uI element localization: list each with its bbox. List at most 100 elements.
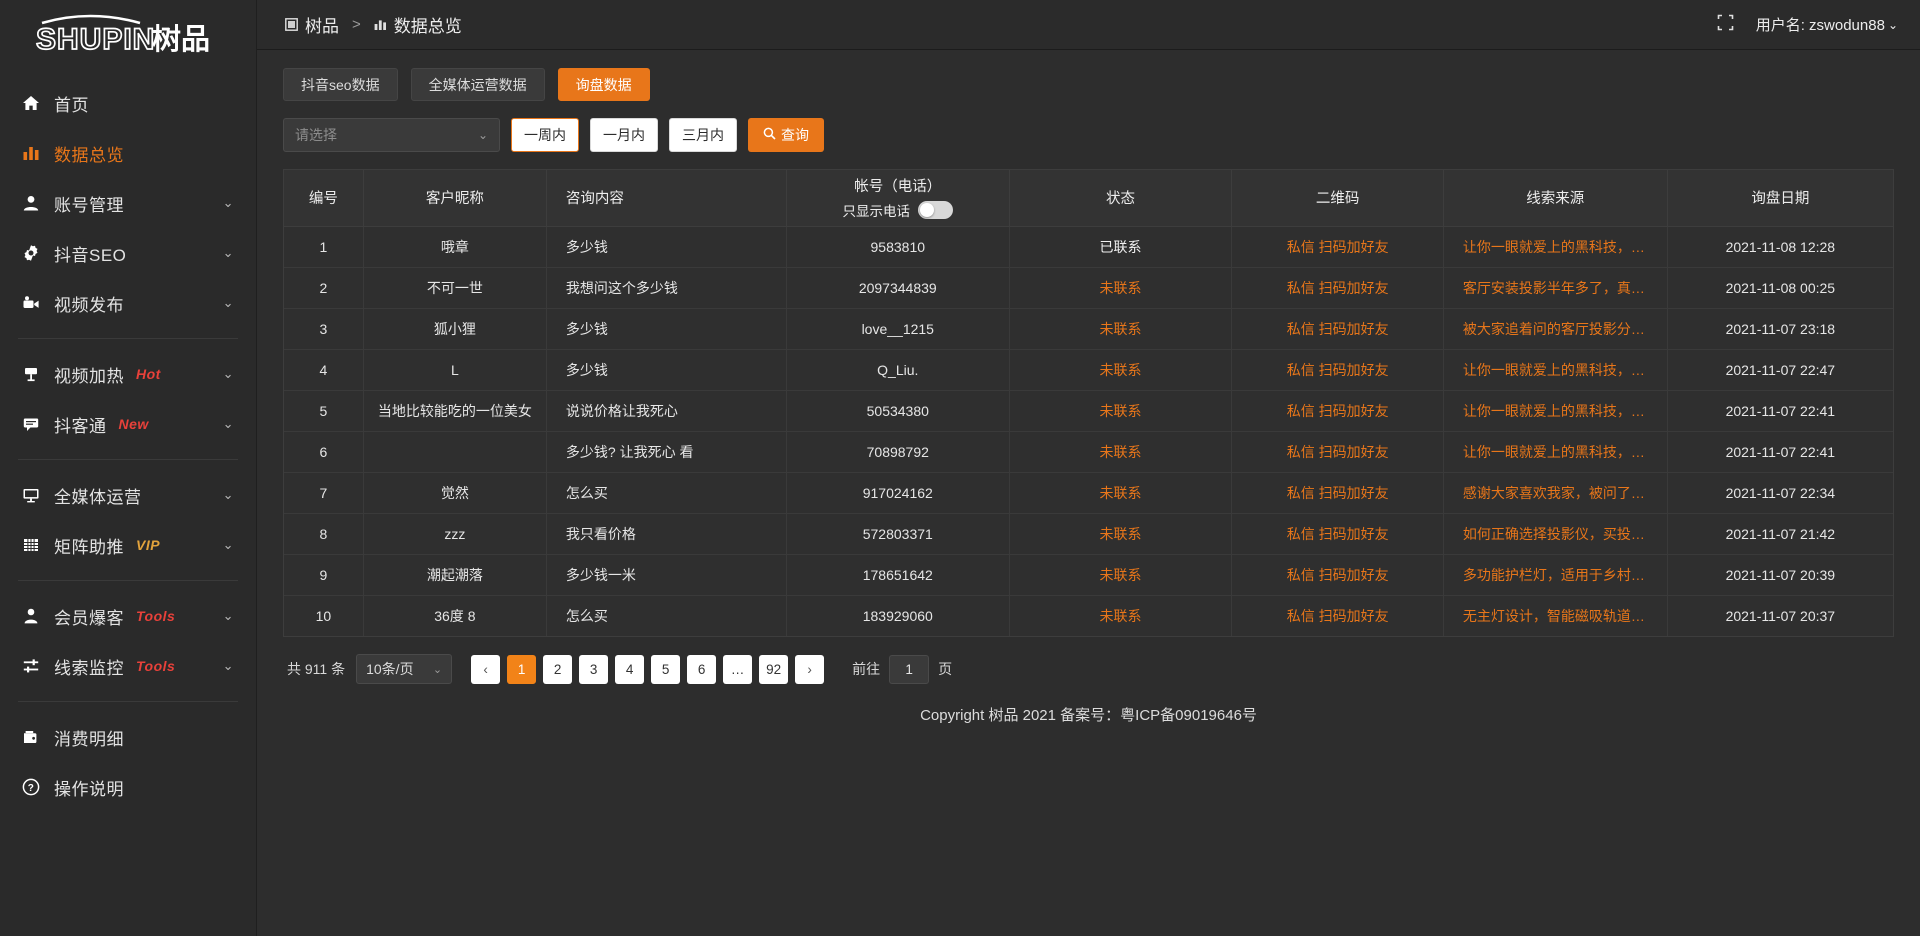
sidebar-item-instructions[interactable]: ? 操作说明 [0, 762, 256, 812]
page-ellipsis[interactable]: … [723, 654, 753, 684]
cell-qrcode[interactable]: 私信 扫码加好友 [1231, 349, 1444, 391]
search-icon [763, 127, 776, 143]
chevron-down-icon: ⌄ [222, 608, 234, 623]
page-button-1[interactable]: 1 [507, 654, 537, 684]
page-size-select[interactable]: 10条/页 ⌄ [356, 654, 453, 684]
cell-nickname: 36度 8 [363, 595, 547, 636]
cell-nickname: 当地比较能吃的一位美女 [363, 390, 547, 432]
cell-id: 10 [284, 595, 364, 636]
chevron-right-icon[interactable]: › [795, 654, 825, 684]
sidebar-item-lead-monitor[interactable]: 线索监控 Tools ⌄ [0, 641, 256, 691]
person-icon [20, 605, 42, 627]
cell-qrcode[interactable]: 私信 扫码加好友 [1231, 226, 1444, 268]
sidebar-divider [18, 580, 238, 581]
cell-qrcode[interactable]: 私信 扫码加好友 [1231, 267, 1444, 309]
sidebar-item-badge: Hot [136, 366, 161, 382]
sidebar-item-account-mgmt[interactable]: 账号管理 ⌄ [0, 178, 256, 228]
sidebar-item-home[interactable]: 首页 [0, 78, 256, 128]
cell-content: 多少钱 [546, 308, 787, 350]
chevron-down-icon: ⌄ [477, 128, 488, 142]
sidebar-item-label: 抖音SEO [54, 245, 127, 265]
chevron-down-icon: ⌄ [222, 366, 234, 381]
breadcrumb-root[interactable]: 树品 [285, 12, 339, 37]
tab-omnimedia-data[interactable]: 全媒体运营数据 [410, 68, 545, 101]
th-source: 线索来源 [1443, 170, 1668, 227]
th-date: 询盘日期 [1667, 170, 1893, 227]
fullscreen-icon[interactable] [1717, 14, 1734, 36]
cell-status: 未联系 [1009, 349, 1233, 391]
sidebar-item-badge: Tools [136, 608, 176, 624]
range-one-month-button[interactable]: 一月内 [590, 118, 658, 152]
chevron-down-icon: ⌄ [222, 658, 234, 673]
sidebar-item-video-publish[interactable]: 视频发布 ⌄ [0, 278, 256, 328]
cell-source[interactable]: 让你一眼就爱上的黑科技，能… [1443, 390, 1668, 432]
cell-qrcode[interactable]: 私信 扫码加好友 [1231, 472, 1444, 514]
rocket-icon [20, 363, 42, 385]
chevron-left-icon[interactable]: ‹ [471, 654, 501, 684]
sidebar-item-omnimedia[interactable]: 全媒体运营 ⌄ [0, 470, 256, 520]
main-area: 树品 > 数据总览 用户名: zswodun88 ⌄ [257, 0, 1920, 936]
page-button-5[interactable]: 5 [651, 654, 681, 684]
cell-id: 1 [284, 226, 364, 268]
cell-account: 178651642 [786, 554, 1010, 596]
sidebar-item-consumption[interactable]: 消费明细 [0, 712, 256, 762]
sidebar-item-douyin-seo[interactable]: 抖音SEO ⌄ [0, 228, 256, 278]
cell-source[interactable]: 让你一眼就爱上的黑科技，能… [1443, 349, 1668, 391]
sidebar-item-video-boost[interactable]: 视频加热 Hot ⌄ [0, 349, 256, 399]
query-button[interactable]: 查询 [748, 118, 824, 152]
table-row: 6 多少钱? 让我死心 看 70898792 未联系 私信 扫码加好友 让你一眼就爱上的黑… [284, 431, 1893, 473]
cell-date: 2021-11-07 20:39 [1667, 554, 1893, 596]
cell-id: 4 [284, 349, 364, 391]
cell-status: 未联系 [1009, 390, 1233, 432]
footer: Copyright 树品 2021 备案号：粤ICP备09019646号 [283, 684, 1894, 744]
brand-logo[interactable]: SHUPIN 树品 [0, 0, 256, 62]
sidebar-item-douketong[interactable]: 抖客通 New ⌄ [0, 399, 256, 449]
cell-source[interactable]: 被大家追着问的客厅投影分享… [1443, 308, 1668, 350]
range-three-month-button[interactable]: 三月内 [669, 118, 737, 152]
range-one-week-button[interactable]: 一周内 [511, 118, 579, 152]
user-name-label: 用户名: zswodun88 [1755, 17, 1885, 34]
page-button-2[interactable]: 2 [543, 654, 573, 684]
page-button-3[interactable]: 3 [579, 654, 609, 684]
cell-source[interactable]: 让你一眼就爱上的黑科技，能… [1443, 431, 1668, 473]
sidebar-item-member-boom[interactable]: 会员爆客 Tools ⌄ [0, 591, 256, 641]
cell-source[interactable]: 多功能护栏灯，适用于乡村文… [1443, 554, 1668, 596]
chevron-down-icon: ⌄ [432, 663, 443, 676]
cell-qrcode[interactable]: 私信 扫码加好友 [1231, 431, 1444, 473]
tab-inquiry-data[interactable]: 询盘数据 [557, 68, 650, 101]
cell-date: 2021-11-08 12:28 [1667, 226, 1893, 268]
video-camera-icon [20, 292, 42, 314]
cell-source[interactable]: 客厅安装投影半年多了，真实… [1443, 267, 1668, 309]
account-select[interactable]: 请选择 ⌄ [283, 118, 500, 152]
cell-account: 9583810 [786, 226, 1010, 268]
cell-qrcode[interactable]: 私信 扫码加好友 [1231, 308, 1444, 350]
cell-account: 2097344839 [786, 267, 1010, 309]
cell-source[interactable]: 感谢大家喜欢我家，被问了好… [1443, 472, 1668, 514]
cell-source[interactable]: 无主灯设计，智能磁吸轨道灯… [1443, 595, 1668, 636]
cell-source[interactable]: 让你一眼就爱上的黑科技，能… [1443, 226, 1668, 268]
sidebar-item-matrix-boost[interactable]: 矩阵助推 VIP ⌄ [0, 520, 256, 570]
cell-id: 3 [284, 308, 364, 350]
table-row: 4 L 多少钱 Q_Liu. 未联系 私信 扫码加好友 让你一眼就爱上的黑科技，能… 2021… [284, 349, 1893, 391]
goto-input[interactable]: 1 [889, 654, 930, 684]
cell-qrcode[interactable]: 私信 扫码加好友 [1231, 595, 1444, 636]
user-menu[interactable]: 用户名: zswodun88 ⌄ [1756, 14, 1898, 35]
cell-nickname: 潮起潮落 [363, 554, 547, 596]
sidebar-item-label: 消费明细 [54, 729, 124, 749]
cell-date: 2021-11-07 20:37 [1725, 607, 1836, 624]
pagination-goto: 前往 1 页 [852, 654, 952, 684]
sidebar-item-label: 账号管理 [54, 195, 124, 215]
cell-qrcode[interactable]: 私信 扫码加好友 [1231, 513, 1444, 555]
cell-qrcode[interactable]: 私信 扫码加好友 [1231, 390, 1444, 432]
cell-status: 未联系 [1009, 431, 1233, 473]
phone-only-toggle[interactable] [918, 201, 954, 220]
monitor-icon [20, 484, 42, 506]
page-button-4[interactable]: 4 [615, 654, 645, 684]
cell-source[interactable]: 如何正确选择投影仪，买投影… [1443, 513, 1668, 555]
sidebar-item-data-overview[interactable]: 数据总览 [0, 128, 256, 178]
page-button-6[interactable]: 6 [687, 654, 717, 684]
page-button-92[interactable]: 92 [759, 654, 789, 684]
cell-qrcode[interactable]: 私信 扫码加好友 [1231, 554, 1444, 596]
tab-douyin-seo-data[interactable]: 抖音seo数据 [283, 68, 398, 101]
cell-id: 2 [284, 267, 364, 309]
